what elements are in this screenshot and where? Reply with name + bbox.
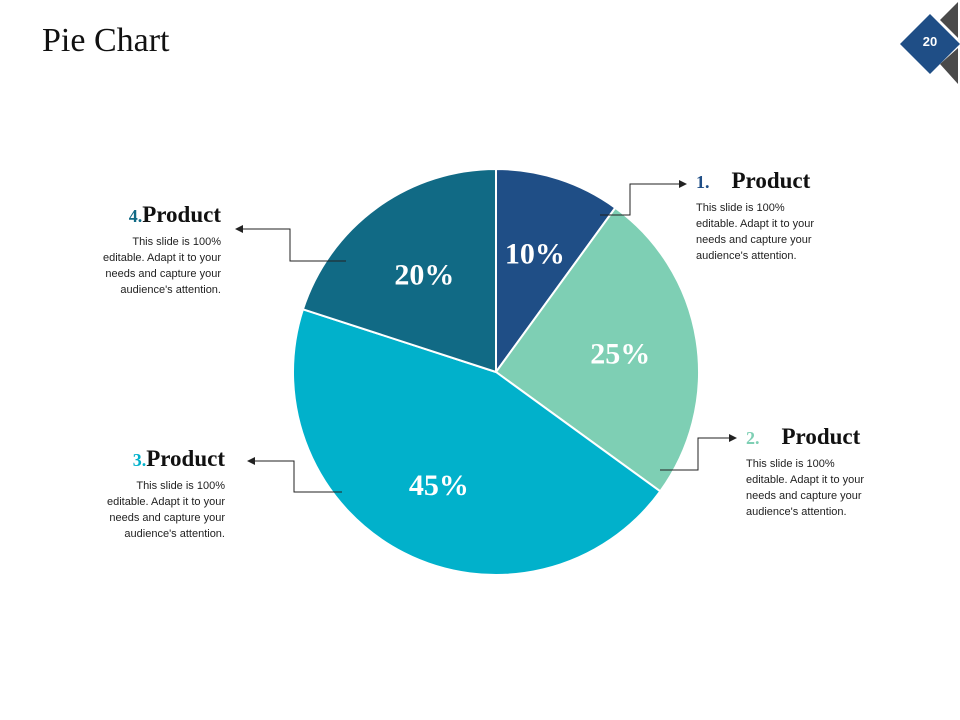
pie-slice-3 bbox=[292, 308, 662, 576]
callout-1-description: This slide is 100% editable. Adapt it to… bbox=[696, 200, 866, 264]
callout-3-title: Product bbox=[146, 446, 225, 471]
callout-2-line: editable. Adapt it to your bbox=[746, 474, 865, 486]
callout-product-2: 2. Product This slide is 100% editable. … bbox=[746, 424, 916, 520]
leader-line-2 bbox=[660, 434, 737, 471]
callout-4-title: Product bbox=[142, 202, 221, 227]
leader-line-3 bbox=[247, 457, 342, 493]
callout-1-line: audience's attention. bbox=[696, 250, 797, 262]
callout-1-line: editable. Adapt it to your bbox=[696, 218, 815, 230]
pie-slice-2 bbox=[494, 206, 700, 493]
callout-4-description: This slide is 100% editable. Adapt it to… bbox=[56, 234, 221, 298]
callout-product-4: 4.Product This slide is 100% editable. A… bbox=[56, 202, 221, 298]
leader-line-4 bbox=[235, 225, 346, 262]
callout-4-line: editable. Adapt it to your bbox=[102, 252, 221, 264]
callout-1-line: This slide is 100% bbox=[696, 202, 785, 214]
pie-slice-1 bbox=[495, 167, 617, 376]
slide-title: Pie Chart bbox=[42, 22, 170, 59]
callout-4-line: audience's attention. bbox=[120, 284, 221, 296]
leader-line-1 bbox=[600, 180, 687, 216]
slice-labels: 10% 25% 45% 20% bbox=[394, 237, 650, 502]
pie-slices bbox=[292, 167, 700, 576]
callout-2-title: Product bbox=[781, 424, 861, 449]
callout-product-1: 1. Product This slide is 100% editable. … bbox=[696, 168, 866, 264]
pie-slice-4 bbox=[301, 167, 497, 374]
slice-label-2: 25% bbox=[590, 337, 650, 370]
callout-2-line: needs and capture your bbox=[746, 490, 862, 502]
leader-lines bbox=[235, 180, 737, 493]
callout-3-line: This slide is 100% bbox=[136, 480, 225, 492]
slice-label-1: 10% bbox=[505, 237, 565, 270]
slice-label-4: 20% bbox=[394, 258, 454, 291]
callout-4-line: needs and capture your bbox=[105, 268, 221, 280]
callout-3-line: editable. Adapt it to your bbox=[106, 496, 225, 508]
callout-2-description: This slide is 100% editable. Adapt it to… bbox=[746, 456, 916, 520]
callout-3-line: needs and capture your bbox=[109, 512, 225, 524]
callout-3-description: This slide is 100% editable. Adapt it to… bbox=[60, 478, 225, 542]
callout-3-line: audience's attention. bbox=[124, 528, 225, 540]
callout-1-number: 1. bbox=[696, 172, 710, 192]
callout-2-line: This slide is 100% bbox=[746, 458, 835, 470]
callout-2-number: 2. bbox=[746, 428, 760, 448]
callout-1-title: Product bbox=[731, 168, 811, 193]
callout-3-number: 3. bbox=[132, 450, 147, 470]
slice-label-3: 45% bbox=[409, 469, 469, 502]
callout-1-line: needs and capture your bbox=[696, 234, 812, 246]
callout-4-number: 4. bbox=[128, 206, 143, 226]
callout-product-3: 3.Product This slide is 100% editable. A… bbox=[60, 446, 225, 542]
callout-4-line: This slide is 100% bbox=[132, 236, 221, 248]
page-number: 20 bbox=[922, 34, 938, 49]
callout-2-line: audience's attention. bbox=[746, 506, 847, 518]
